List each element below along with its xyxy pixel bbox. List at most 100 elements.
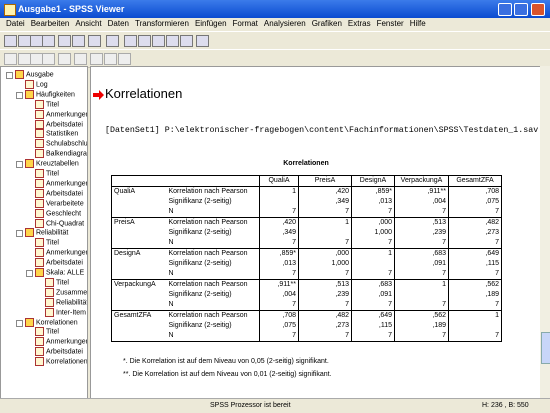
- expand-toggle[interactable]: [16, 91, 23, 99]
- menu-item[interactable]: Grafiken: [311, 19, 342, 28]
- menu-item[interactable]: Hilfe: [409, 19, 426, 28]
- table-cell: 7: [351, 207, 395, 218]
- menu-item[interactable]: Transformieren: [134, 19, 189, 28]
- tree-item[interactable]: Anmerkungen: [35, 337, 87, 347]
- toolbar-button[interactable]: [152, 35, 165, 47]
- table-cell: ,004: [394, 197, 449, 207]
- table-cell: 1,000: [298, 259, 352, 269]
- close-button[interactable]: [531, 3, 545, 16]
- table-cell: 7: [448, 300, 502, 311]
- expand-toggle[interactable]: [16, 319, 23, 327]
- tree-item[interactable]: Arbeitsdatei: [35, 119, 83, 129]
- toolbar-button[interactable]: [4, 53, 17, 65]
- toolbar-button[interactable]: [4, 35, 17, 47]
- toolbar-button[interactable]: [124, 35, 137, 47]
- tree-item[interactable]: Reliabilität: [45, 297, 87, 307]
- toolbar-button[interactable]: [180, 35, 193, 47]
- maximize-button[interactable]: [514, 3, 528, 16]
- tree-item[interactable]: Statistiken: [35, 129, 78, 139]
- footnote: *. Die Korrelation ist auf dem Niveau vo…: [123, 358, 329, 365]
- menu-item[interactable]: Format: [232, 19, 258, 28]
- table-cell: ,239: [394, 228, 449, 238]
- tree-item[interactable]: Titel: [35, 169, 59, 178]
- tree-item[interactable]: Balkendiagramm: [35, 149, 87, 159]
- menu-item[interactable]: Extras: [347, 19, 371, 28]
- menu-item[interactable]: Analysieren: [263, 19, 306, 28]
- statistic-label: Signifikanz (2-seitig): [168, 260, 232, 267]
- tree-item[interactable]: Inter-Item: [45, 307, 86, 317]
- toolbar-button[interactable]: [88, 35, 101, 47]
- tree-item[interactable]: Korrelationen: [35, 357, 87, 367]
- tree-icon: [25, 79, 34, 89]
- menu-item[interactable]: Fenster: [376, 19, 404, 28]
- table-cell: ,649: [351, 310, 395, 321]
- statistic-label: Signifikanz (2-seitig): [168, 198, 232, 205]
- table-cell: 7: [298, 300, 352, 311]
- tree-item[interactable]: Anmerkungen: [35, 178, 87, 188]
- tree-item[interactable]: Zusammenfassung: [45, 287, 87, 297]
- tree-item[interactable]: Ausgabe: [15, 70, 54, 79]
- tree-item[interactable]: Titel: [35, 238, 59, 248]
- toolbar-button[interactable]: [58, 53, 71, 65]
- menu-item[interactable]: Bearbeiten: [30, 19, 70, 28]
- tree-item[interactable]: Arbeitsdatei: [35, 188, 83, 198]
- tree-item[interactable]: Verarbeitete: [35, 198, 84, 208]
- tree-item[interactable]: Chi-Quadrat: [35, 218, 84, 228]
- toolbar-button[interactable]: [118, 53, 131, 65]
- tree-item[interactable]: Korrelationen: [25, 317, 78, 327]
- menu-item[interactable]: Datei: [6, 19, 25, 28]
- column-header: VerpackungA: [394, 175, 449, 187]
- toolbar-button[interactable]: [138, 35, 151, 47]
- tree-label: Anmerkungen: [46, 249, 88, 257]
- tree-label: Inter-Item: [56, 308, 86, 316]
- toolbar-button[interactable]: [104, 53, 117, 65]
- tree-item[interactable]: Häufigkeiten: [25, 89, 75, 99]
- toolbar-button[interactable]: [106, 35, 119, 47]
- table-cell: ,091: [394, 259, 449, 269]
- scroll-thumb[interactable]: [541, 332, 550, 364]
- minimize-button[interactable]: [498, 3, 512, 16]
- table-cell: ,513: [298, 279, 352, 290]
- tree-item[interactable]: Kreuztabellen: [25, 159, 79, 169]
- header-row: QualiA PreisA DesignA VerpackungA GesamtZFA: [111, 175, 502, 187]
- tree-item[interactable]: Skala: ALLE: [35, 268, 84, 277]
- expand-toggle[interactable]: [16, 161, 23, 169]
- table-cell: ,420: [259, 217, 299, 228]
- tree-item[interactable]: Titel: [45, 277, 69, 287]
- tree-item[interactable]: Anmerkungen: [35, 109, 87, 119]
- status-bar: SPSS Prozessor ist bereit H: 236 , B: 55…: [0, 398, 550, 413]
- tree-item[interactable]: Arbeitsdatei: [35, 258, 83, 268]
- menu-item[interactable]: Einfügen: [194, 19, 227, 28]
- tree-item[interactable]: Titel: [35, 99, 59, 109]
- tree-item[interactable]: Reliabilität: [25, 228, 68, 238]
- tree-item[interactable]: Log: [25, 79, 48, 89]
- tree-item[interactable]: Geschlecht: [35, 208, 81, 218]
- tree-item[interactable]: Arbeitsdatei: [35, 347, 83, 357]
- scrollbar[interactable]: [540, 66, 550, 398]
- toolbar-button[interactable]: [42, 53, 55, 65]
- table-cell: 7: [351, 300, 395, 311]
- toolbar-button[interactable]: [90, 53, 103, 65]
- tree-label: Kreuztabellen: [36, 160, 79, 168]
- menu-item[interactable]: Ansicht: [75, 19, 102, 28]
- toolbar-button[interactable]: [58, 35, 71, 47]
- toolbar-button[interactable]: [196, 35, 209, 47]
- tree-item[interactable]: Titel: [35, 327, 59, 337]
- table-cell: 7: [298, 238, 352, 249]
- table-cell: [351, 259, 395, 269]
- tree-item[interactable]: Anmerkungen: [35, 248, 88, 258]
- expand-toggle[interactable]: [16, 230, 23, 238]
- expand-toggle[interactable]: [6, 72, 13, 79]
- toolbar-button[interactable]: [42, 35, 55, 47]
- table-cell: 7: [259, 331, 299, 342]
- expand-toggle[interactable]: [26, 270, 33, 277]
- table-cell: [298, 228, 352, 238]
- toolbar-button[interactable]: [72, 35, 85, 47]
- tree-icon: [35, 109, 44, 119]
- toolbar-button[interactable]: [166, 35, 179, 47]
- toolbar-button[interactable]: [74, 53, 87, 65]
- menu-item[interactable]: Daten: [107, 19, 129, 28]
- tree-item[interactable]: Schulabschluss: [35, 139, 87, 149]
- statistic-label: Signifikanz (2-seitig): [168, 322, 232, 329]
- tree-icon: [35, 169, 44, 178]
